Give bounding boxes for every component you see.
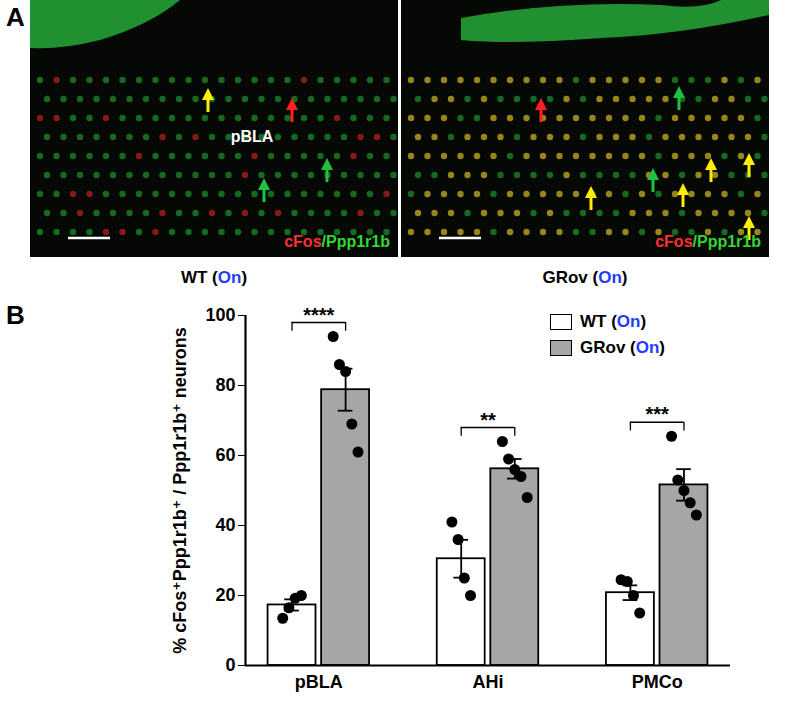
svg-text:**: **: [480, 409, 496, 431]
svg-text:***: ***: [646, 403, 670, 425]
svg-text:pBLA: pBLA: [231, 128, 274, 145]
svg-text:40: 40: [215, 515, 235, 535]
svg-text:100: 100: [205, 305, 235, 325]
svg-text:GRov (On): GRov (On): [542, 268, 627, 287]
html-text:A: A: [6, 2, 25, 32]
svg-text:20: 20: [215, 585, 235, 605]
svg-text:80: 80: [215, 375, 235, 395]
svg-text:PMCo: PMCo: [632, 672, 683, 692]
html-text:WT (On): WT (On): [580, 312, 647, 331]
svg-text:cFos/Ppp1r1b: cFos/Ppp1r1b: [284, 233, 390, 250]
svg-text:pBLA: pBLA: [295, 672, 343, 692]
svg-text:60: 60: [215, 445, 235, 465]
svg-text:cFos/Ppp1r1b: cFos/Ppp1r1b: [655, 233, 761, 250]
svg-text:0: 0: [225, 655, 235, 675]
html-text:GRov (On): GRov (On): [580, 338, 665, 357]
svg-text:AHi: AHi: [473, 672, 504, 692]
svg-text:****: ****: [303, 304, 334, 326]
svg-text:% cFos⁺Ppp1r1b⁺ / Ppp1r1b⁺ neu: % cFos⁺Ppp1r1b⁺ / Ppp1r1b⁺ neurons: [170, 327, 190, 654]
html-text:B: B: [6, 300, 25, 330]
svg-text:WT (On): WT (On): [181, 268, 247, 287]
